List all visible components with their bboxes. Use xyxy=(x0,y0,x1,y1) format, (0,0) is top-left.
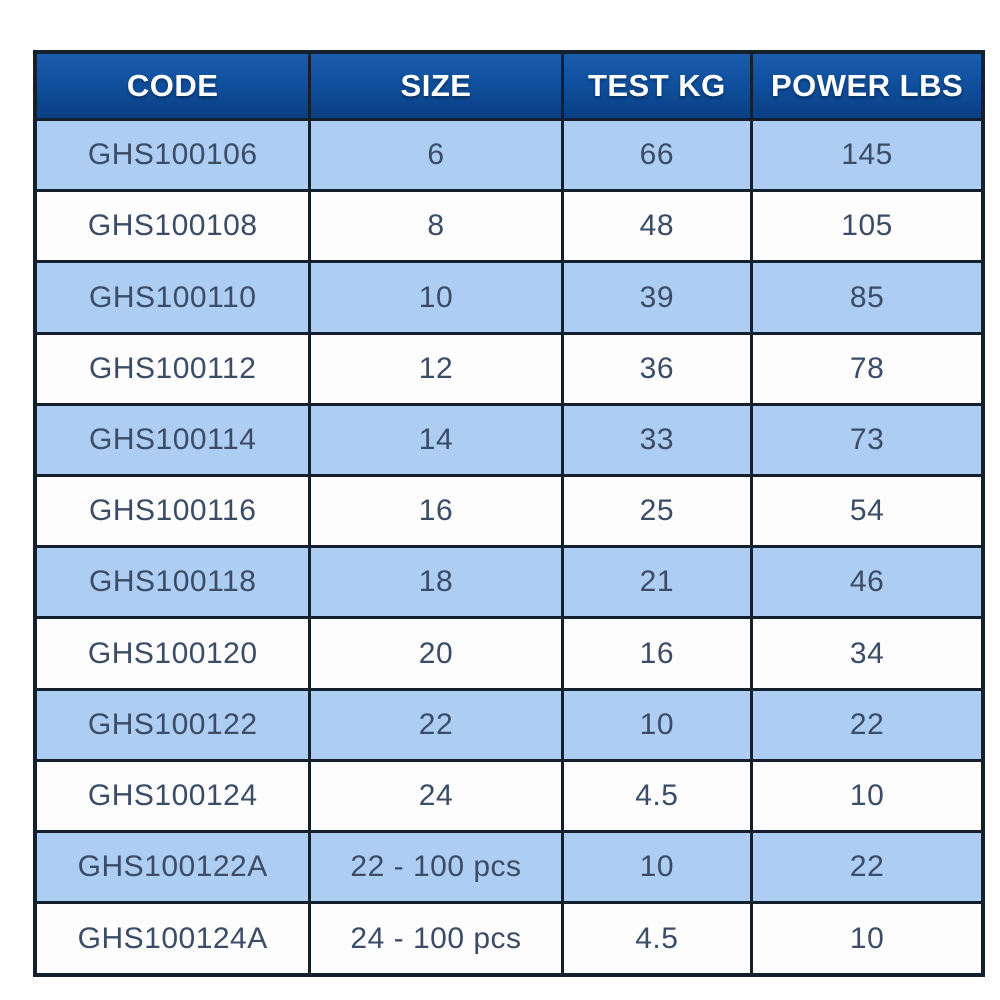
table-cell: 46 xyxy=(750,545,985,620)
table-cell: GHS100116 xyxy=(33,474,312,549)
column-header-test-kg: TEST KG xyxy=(560,50,754,121)
table-row: GHS100124 24 4.5 10 xyxy=(33,758,985,834)
table-cell: GHS100106 xyxy=(33,117,312,193)
table-cell: 105 xyxy=(750,189,985,264)
table-cell: 33 xyxy=(560,402,754,478)
table-cell: GHS100120 xyxy=(33,616,312,691)
table-cell: 22 xyxy=(750,830,985,905)
table-cell: 78 xyxy=(750,331,985,406)
table-cell: 36 xyxy=(560,331,754,406)
table-cell: 14 xyxy=(308,402,564,478)
table-cell: 18 xyxy=(308,545,564,620)
table-row: GHS100122A 22 - 100 pcs 10 22 xyxy=(33,830,985,905)
table-cell: GHS100124 xyxy=(33,758,312,834)
table-header: CODE SIZE TEST KG POWER LBS xyxy=(33,50,985,121)
table-cell: 12 xyxy=(308,331,564,406)
table-row: GHS100122 22 10 22 xyxy=(33,687,985,762)
table-row: GHS100116 16 25 54 xyxy=(33,474,985,549)
table-row: GHS100110 10 39 85 xyxy=(33,260,985,335)
table-cell: GHS100112 xyxy=(33,331,312,406)
table-body: GHS100106 6 66 145 GHS100108 8 48 105 GHS100110 1… xyxy=(33,117,985,977)
table-cell: GHS100118 xyxy=(33,545,312,620)
table-cell: 145 xyxy=(750,117,985,193)
table-cell: 16 xyxy=(560,616,754,691)
table-cell: 73 xyxy=(750,402,985,478)
table-row: GHS100120 20 16 34 xyxy=(33,616,985,691)
table-row: GHS100124A 24 - 100 pcs 4.5 10 xyxy=(33,901,985,977)
table-cell: GHS100122 xyxy=(33,687,312,762)
table-cell: 39 xyxy=(560,260,754,335)
table-cell: 21 xyxy=(560,545,754,620)
table-cell: 20 xyxy=(308,616,564,691)
table-cell: 6 xyxy=(308,117,564,193)
table-cell: 85 xyxy=(750,260,985,335)
table-cell: 10 xyxy=(308,260,564,335)
table-cell: 4.5 xyxy=(560,901,754,977)
table-row: GHS100112 12 36 78 xyxy=(33,331,985,406)
table-cell: 8 xyxy=(308,189,564,264)
table-cell: 22 - 100 pcs xyxy=(308,830,564,905)
spec-table: CODE SIZE TEST KG POWER LBS GHS100106 6 66… xyxy=(33,50,985,977)
table-cell: 66 xyxy=(560,117,754,193)
table-cell: 10 xyxy=(560,687,754,762)
column-header-power-lbs: POWER LBS xyxy=(750,50,985,121)
table-cell: GHS100122A xyxy=(33,830,312,905)
table-cell: 22 xyxy=(750,687,985,762)
table-cell: 22 xyxy=(308,687,564,762)
table-row: GHS100106 6 66 145 xyxy=(33,117,985,193)
table-cell: 16 xyxy=(308,474,564,549)
table-cell: 34 xyxy=(750,616,985,691)
column-header-code: CODE xyxy=(33,50,312,121)
table-cell: 4.5 xyxy=(560,758,754,834)
table-cell: 10 xyxy=(750,901,985,977)
table-cell: 24 - 100 pcs xyxy=(308,901,564,977)
table-cell: 10 xyxy=(560,830,754,905)
table-cell: 24 xyxy=(308,758,564,834)
table-cell: GHS100110 xyxy=(33,260,312,335)
spec-table-container: CODE SIZE TEST KG POWER LBS GHS100106 6 66… xyxy=(33,50,985,977)
header-row: CODE SIZE TEST KG POWER LBS xyxy=(33,50,985,121)
table-row: GHS100118 18 21 46 xyxy=(33,545,985,620)
table-row: GHS100114 14 33 73 xyxy=(33,402,985,478)
table-cell: GHS100124A xyxy=(33,901,312,977)
table-cell: 54 xyxy=(750,474,985,549)
table-cell: GHS100108 xyxy=(33,189,312,264)
table-row: GHS100108 8 48 105 xyxy=(33,189,985,264)
table-cell: 25 xyxy=(560,474,754,549)
table-cell: 48 xyxy=(560,189,754,264)
table-cell: GHS100114 xyxy=(33,402,312,478)
column-header-size: SIZE xyxy=(308,50,564,121)
table-cell: 10 xyxy=(750,758,985,834)
